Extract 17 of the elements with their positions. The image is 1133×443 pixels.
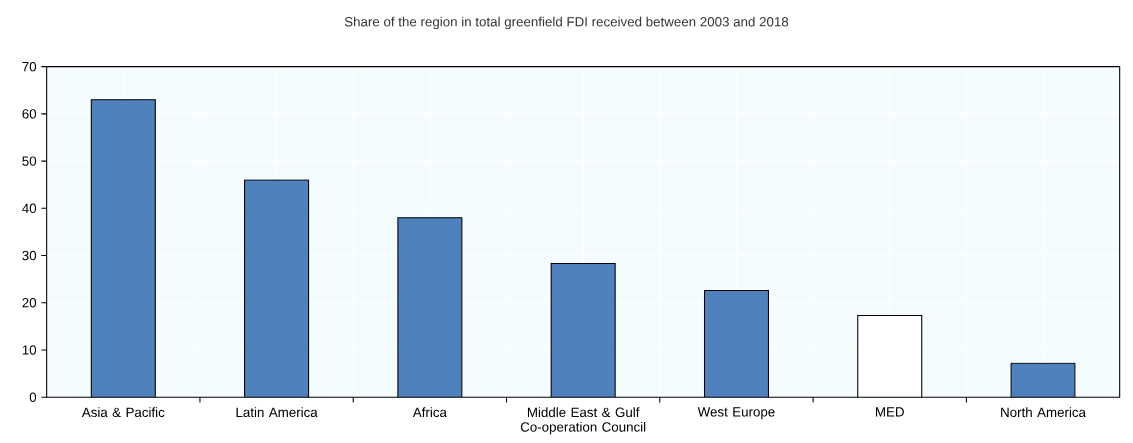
x-tick-label: West Europe <box>697 407 775 420</box>
y-tick-label: 70 <box>22 62 37 72</box>
x-tick-label: North America <box>1001 407 1086 418</box>
x-tick-label: Latin America <box>236 407 318 418</box>
y-tick-label: 30 <box>22 251 37 261</box>
x-tick-label: Africa <box>412 407 447 418</box>
y-tick-label: 50 <box>22 156 37 167</box>
bar <box>1010 362 1076 398</box>
y-tick-label: 0 <box>29 392 37 403</box>
y-tick-label: 10 <box>22 345 37 355</box>
y-tick-label: 60 <box>22 109 37 119</box>
x-tick-label: MED <box>876 407 904 417</box>
y-tick-label: 20 <box>22 298 37 308</box>
x-tick-label: Asia & Pacific <box>81 407 165 418</box>
x-tick-label: Middle East & Gulf Co-operation Council <box>520 407 646 435</box>
chart-title: Share of the region in total greenfield FDI received between 2003 and 2018 <box>344 16 789 30</box>
y-tick-label: 40 <box>22 203 37 214</box>
